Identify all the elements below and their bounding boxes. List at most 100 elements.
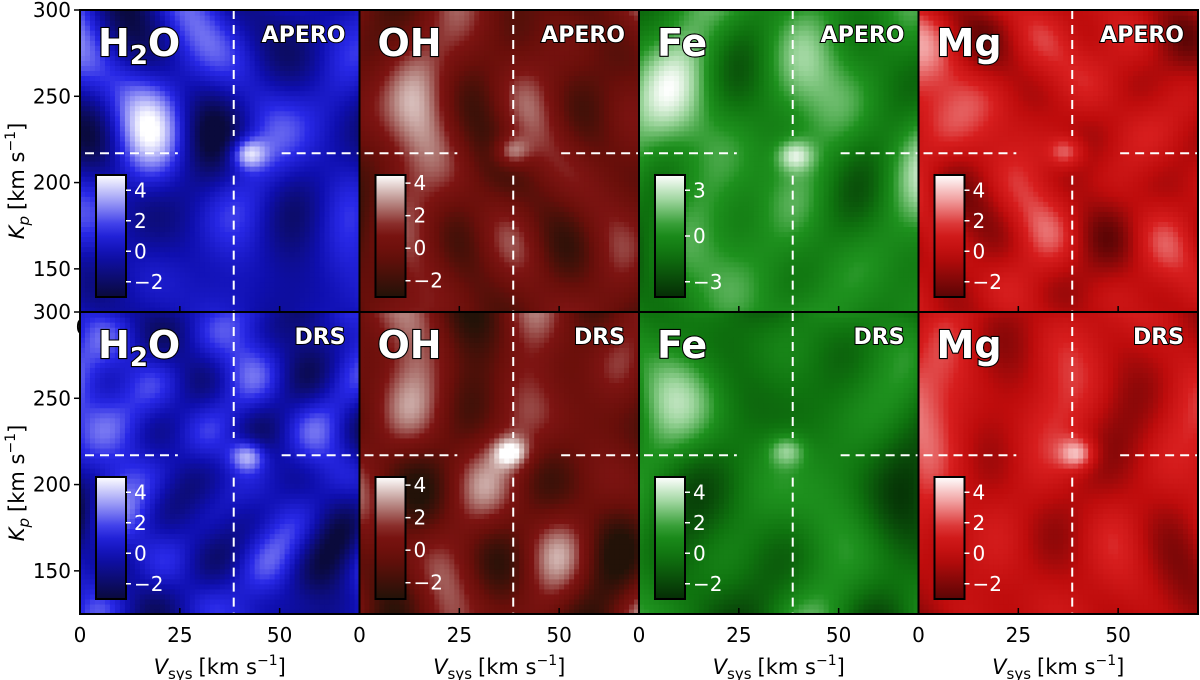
x-tick-label: 0 (912, 623, 925, 647)
y-tick-label: 300 (33, 0, 71, 22)
species-main: Mg (937, 21, 1002, 65)
y-label-exp: −1 (3, 131, 19, 152)
y-label-exp: −1 (3, 433, 19, 454)
colorbar-tick-label: 2 (693, 511, 706, 535)
colorbar-tick-label: −2 (973, 572, 1002, 596)
colorbar-tick-label: 2 (973, 511, 986, 535)
colorbar-tick-label: 4 (693, 480, 706, 504)
colorbar-tick-label: −2 (973, 270, 1002, 294)
colorbar-tick-label: 2 (134, 511, 147, 535)
x-tick-label: 25 (447, 623, 472, 647)
panel-frame (79, 311, 361, 615)
colorbar: 4 2 0 −2 (95, 476, 163, 600)
species-main: OH (378, 323, 442, 367)
colorbar-tick-label: 0 (414, 538, 427, 562)
y-label-sub: p (15, 518, 33, 529)
species-main: Fe (657, 21, 707, 65)
x-tick-label: 50 (826, 623, 851, 647)
x-label-close: ] (1116, 655, 1124, 679)
y-tick-label: 250 (33, 84, 71, 108)
crosshair (85, 312, 360, 614)
crosshair (85, 10, 360, 312)
colorbar-bar (933, 174, 966, 298)
species-label: H2O (98, 323, 180, 373)
species-label: OH (378, 323, 442, 367)
x-tick-label: 50 (267, 623, 292, 647)
x-label-sub: sys (448, 665, 473, 680)
colorbar: 4 2 0 −2 (374, 171, 443, 298)
species-main: H (98, 21, 130, 65)
x-label-close: ] (278, 655, 286, 679)
colorbar-tick-label: 4 (973, 178, 986, 202)
y-axis-label: Kp [km s−1] (3, 123, 33, 240)
species-label: H2O (98, 21, 180, 71)
x-label-sub: sys (1007, 665, 1032, 680)
colorbar: 4 2 0 −2 (95, 174, 163, 298)
colorbar-bar (374, 476, 407, 600)
y-axis-label: Kp [km s−1] (3, 425, 33, 542)
pipeline-label: APERO (821, 23, 905, 48)
y-label-main: K (5, 525, 29, 541)
species-label: Mg (937, 21, 1002, 65)
heatmap-cells (639, 312, 919, 614)
y-label-unit: [km s (5, 152, 29, 210)
colorbar-tick-label: 0 (973, 541, 986, 565)
x-tick-label: 25 (1006, 623, 1031, 647)
x-axis-label: Vsys [km s−1] (154, 653, 286, 680)
colorbar-tick-label: 2 (414, 506, 427, 530)
heatmap-cells (80, 10, 360, 312)
x-tick-label: 0 (74, 623, 87, 647)
pipeline-label: DRS (853, 325, 904, 350)
species-main: OH (378, 21, 442, 65)
colorbar-tick-label: −2 (414, 571, 443, 595)
colorbar-tick-label: 3 (693, 178, 706, 202)
x-axis-label: Vsys [km s−1] (992, 653, 1124, 680)
species-tail: O (148, 21, 180, 65)
x-label-main: V (433, 655, 449, 679)
species-subscript: 2 (130, 343, 148, 373)
x-label-close: ] (837, 655, 845, 679)
colorbar-tick-label: −2 (134, 270, 163, 294)
colorbar-tick-label: −2 (134, 572, 163, 596)
panel-drs-fe: Fe DRS 4 2 0 −2 0 25 50 Vsys [km s−1] (633, 311, 920, 680)
panel-drs-mg: Mg DRS 4 2 0 −2 0 25 50 Vsys [km s−1] (912, 311, 1199, 680)
species-subscript: 2 (130, 41, 148, 71)
colorbar-tick-label: 4 (134, 178, 147, 202)
panel-apero-fe: Fe APERO 3 0 −3 (638, 9, 920, 313)
y-label-sub: p (15, 216, 33, 227)
colorbar: 4 2 0 −2 (654, 476, 722, 600)
colorbar-tick-label: 4 (973, 480, 986, 504)
species-main: H (98, 323, 130, 367)
pipeline-label: APERO (1100, 23, 1184, 48)
x-label-sub: sys (727, 665, 752, 680)
x-label-main: V (713, 655, 729, 679)
colorbar-tick-label: 0 (693, 541, 706, 565)
pipeline-label: DRS (1133, 325, 1184, 350)
x-axis-label: Vsys [km s−1] (433, 653, 565, 680)
species-main: Fe (657, 323, 707, 367)
x-label-main: V (992, 655, 1008, 679)
colorbar-tick-label: 2 (414, 204, 427, 228)
heatmap-cells (918, 10, 1198, 312)
colorbar: 3 0 −3 (654, 174, 722, 298)
colorbar-tick-label: 4 (414, 473, 427, 497)
y-tick-label: 200 (33, 473, 71, 497)
x-label-exp: −1 (536, 653, 557, 669)
pipeline-label: DRS (294, 325, 345, 350)
colorbar-bar (95, 476, 127, 600)
x-label-exp: −1 (816, 653, 837, 669)
colorbar-tick-label: −2 (414, 269, 443, 293)
colorbar-tick-label: −3 (693, 270, 722, 294)
x-label-main: V (154, 655, 170, 679)
colorbar-bar (654, 174, 686, 298)
panel-apero-mg: Mg APERO 4 2 0 −2 (917, 9, 1199, 313)
colorbar-tick-label: 0 (134, 541, 147, 565)
colorbar-tick-label: 2 (134, 209, 147, 233)
heatmap-cells (639, 10, 919, 312)
pipeline-label: DRS (574, 325, 625, 350)
heatmap-cells (359, 10, 639, 312)
crosshair (644, 10, 919, 312)
x-tick-label: 25 (726, 623, 751, 647)
